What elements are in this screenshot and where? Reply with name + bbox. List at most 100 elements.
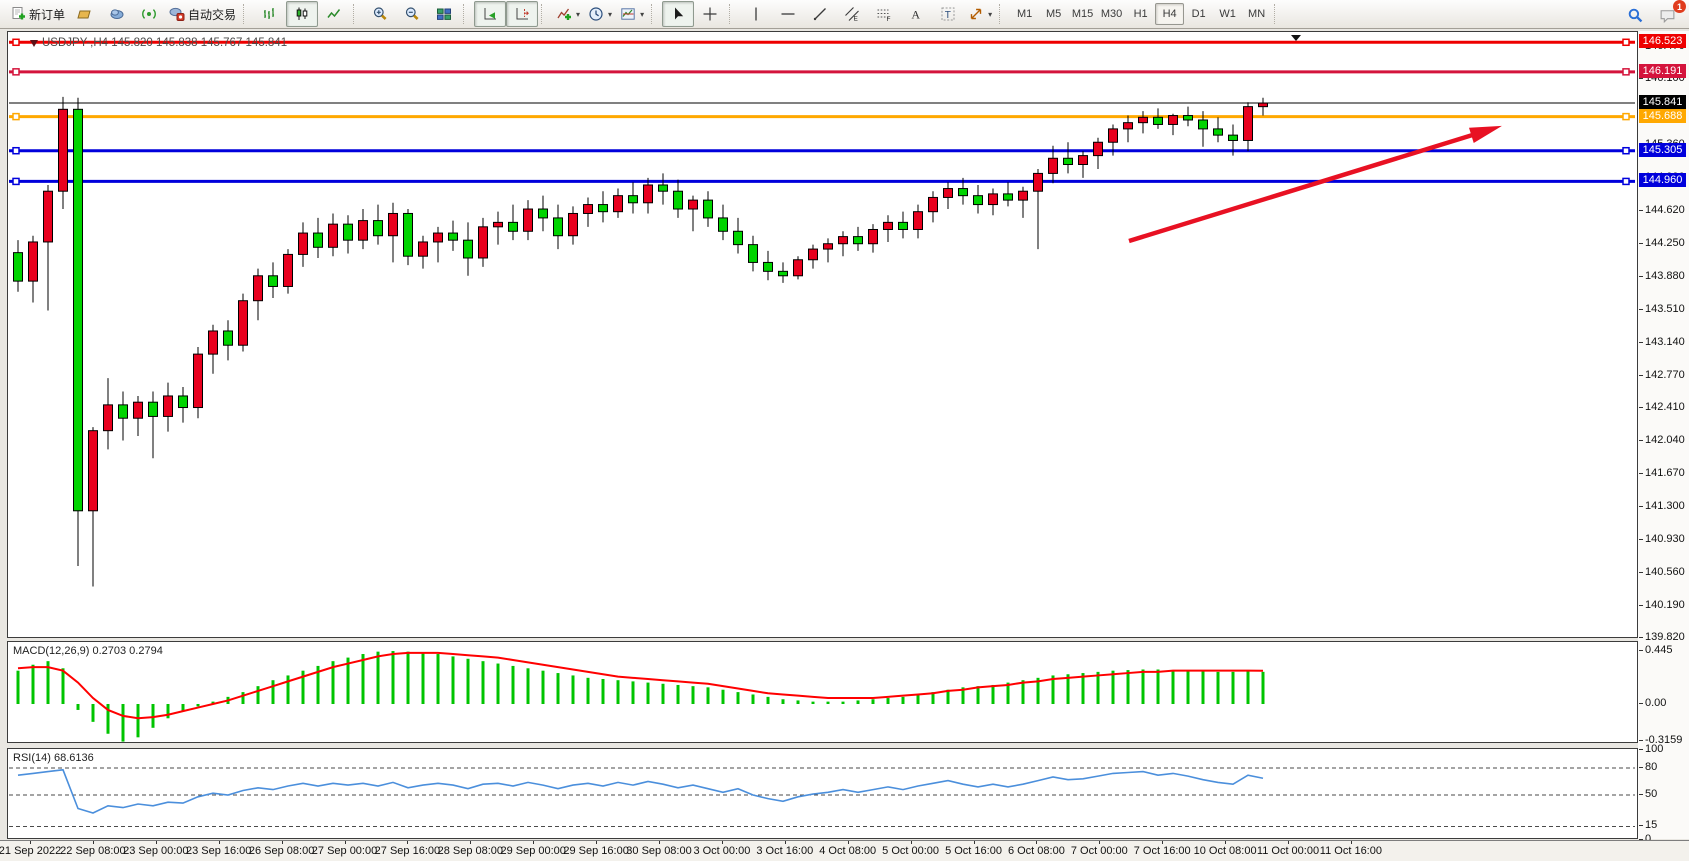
time-tick [721, 841, 723, 844]
svg-text:F: F [887, 16, 891, 22]
trend-arrow-line[interactable] [1128, 130, 1480, 244]
timeframe-h1[interactable]: H1 [1133, 8, 1148, 20]
candle-body [583, 204, 593, 214]
hline-handle[interactable] [1622, 177, 1630, 186]
toolbar-separator [999, 4, 1007, 24]
timeframe-m1[interactable]: M1 [1016, 8, 1033, 20]
templates-icon [621, 8, 635, 20]
candle-body [598, 204, 608, 213]
indicators-button[interactable]: ▾ [552, 1, 584, 27]
hline-handle[interactable] [12, 68, 20, 76]
candle-body [1123, 122, 1133, 130]
fibonacci-button[interactable]: F [868, 1, 900, 27]
trend-arrow-head[interactable] [1468, 125, 1502, 144]
trendline-button[interactable] [804, 1, 836, 27]
auto-trading-button[interactable]: 自动交易 [165, 1, 240, 27]
time-label: 11 Oct 00:00 [1256, 845, 1320, 857]
timeframe-d1[interactable]: D1 [1191, 8, 1206, 20]
time-label: 28 Sep 08:00 [437, 845, 504, 857]
timeframe-m5[interactable]: M5 [1045, 8, 1062, 20]
zoom-in-icon [373, 7, 387, 20]
candle-body [58, 108, 68, 192]
new-order-icon [12, 7, 25, 20]
cursor-button[interactable] [662, 1, 695, 27]
candle-body [133, 401, 143, 419]
signals-button[interactable] [133, 1, 165, 27]
signal-icon [142, 9, 156, 19]
candle-body [253, 275, 263, 302]
chart-profile-button[interactable] [69, 1, 101, 27]
line-chart-button[interactable] [318, 1, 350, 27]
price-badge-146.523: 146.523 [1639, 34, 1686, 49]
timeframe-w1[interactable]: W1 [1219, 8, 1236, 20]
candle-body [553, 217, 563, 237]
rsi-chart [9, 767, 1635, 827]
hline-handle[interactable] [12, 112, 20, 121]
toolbar-separator [353, 4, 361, 24]
notifications-button[interactable]: 1 [1651, 0, 1686, 28]
rsi-tick-label: 15 [1638, 819, 1658, 831]
candle-body [88, 430, 98, 512]
channel-button[interactable]: E [836, 1, 868, 27]
price-axis[interactable]: 146.470146.100145.730145.360144.990144.6… [1638, 31, 1689, 845]
time-label: 27 Sep 00:00 [311, 845, 378, 857]
horizontal-line-button[interactable] [772, 1, 804, 27]
time-label: 5 Oct 16:00 [945, 845, 1002, 857]
timeframe-mn[interactable]: MN [1248, 8, 1266, 20]
time-tick [1288, 841, 1289, 844]
candlestick-button[interactable] [286, 1, 319, 27]
bar-chart-button[interactable] [254, 1, 286, 27]
candle-body [103, 404, 113, 432]
candle-body [703, 199, 713, 219]
macd-label: MACD(12,26,9) 0.2703 0.2794 [13, 645, 163, 657]
candle-body [1138, 116, 1148, 124]
dropdown-arrow-icon: ▾ [988, 9, 993, 19]
hline-handle[interactable] [12, 177, 20, 186]
chart-shift-marker[interactable] [1291, 35, 1301, 41]
timeframe-m30[interactable]: M30 [1100, 8, 1123, 20]
toolbar-separator [651, 4, 659, 24]
auto-scroll-button[interactable] [474, 1, 507, 27]
crosshair-button[interactable] [694, 1, 726, 27]
time-tick [407, 841, 409, 844]
vertical-line-button[interactable] [740, 1, 772, 27]
zoom-in-button[interactable] [364, 1, 396, 27]
text-button[interactable]: A [900, 1, 932, 27]
market-watch-button[interactable] [101, 1, 133, 27]
timeframe-h4[interactable]: H4 [1155, 3, 1185, 25]
hline-handle[interactable] [12, 38, 20, 47]
price-chart-pane[interactable]: USDJPY-,H4 145.820 145.838 145.767 145.8… [7, 31, 1638, 638]
zoom-out-button[interactable] [396, 1, 428, 27]
candle-body [928, 196, 938, 213]
chart-shift-button[interactable] [506, 1, 539, 27]
candle-body [718, 217, 728, 232]
search-button[interactable] [1619, 2, 1651, 28]
hline-handle[interactable] [1622, 112, 1630, 121]
price-tick-label: 143.140 [1639, 335, 1685, 348]
timeframe-m15[interactable]: M15 [1071, 8, 1094, 20]
new-order-button[interactable]: 新订单 [6, 1, 69, 27]
hline-handle[interactable] [12, 146, 20, 155]
rsi-indicator-pane[interactable]: RSI(14) 68.6136 [7, 748, 1638, 839]
templates-button[interactable]: ▾ [616, 1, 648, 27]
horizontal-lines-layer[interactable] [9, 38, 1635, 186]
macd-indicator-pane[interactable]: MACD(12,26,9) 0.2703 0.2794 [7, 641, 1638, 743]
time-label: 6 Oct 08:00 [1007, 845, 1065, 857]
time-axis[interactable]: 21 Sep 2022 22 Sep 08:00 23 Sep 00:00 23 Se… [0, 840, 1689, 861]
label-button[interactable]: T [932, 1, 964, 27]
chart-shift-icon [516, 8, 529, 20]
zoom-out-icon [405, 7, 419, 20]
indicators-icon [557, 8, 572, 20]
periods-button[interactable]: ▾ [584, 1, 616, 27]
candle-body [823, 243, 833, 250]
candle-body [883, 221, 893, 230]
hline-handle[interactable] [1622, 38, 1630, 47]
hline-handle[interactable] [1622, 146, 1630, 155]
svg-text:T: T [945, 10, 951, 21]
arrows-button[interactable]: ▾ [964, 1, 996, 27]
hline-handle[interactable] [1622, 68, 1630, 76]
main-toolbar: 新订单 自动交易 ▾ ▾ ▾ E F A T ▾ M1 M5 M15 M30 H1 H4 D1 W1 MN 1 [0, 0, 1689, 29]
toolbar-separator [463, 4, 471, 24]
tile-windows-button[interactable] [428, 1, 460, 27]
time-tick [1036, 841, 1038, 844]
